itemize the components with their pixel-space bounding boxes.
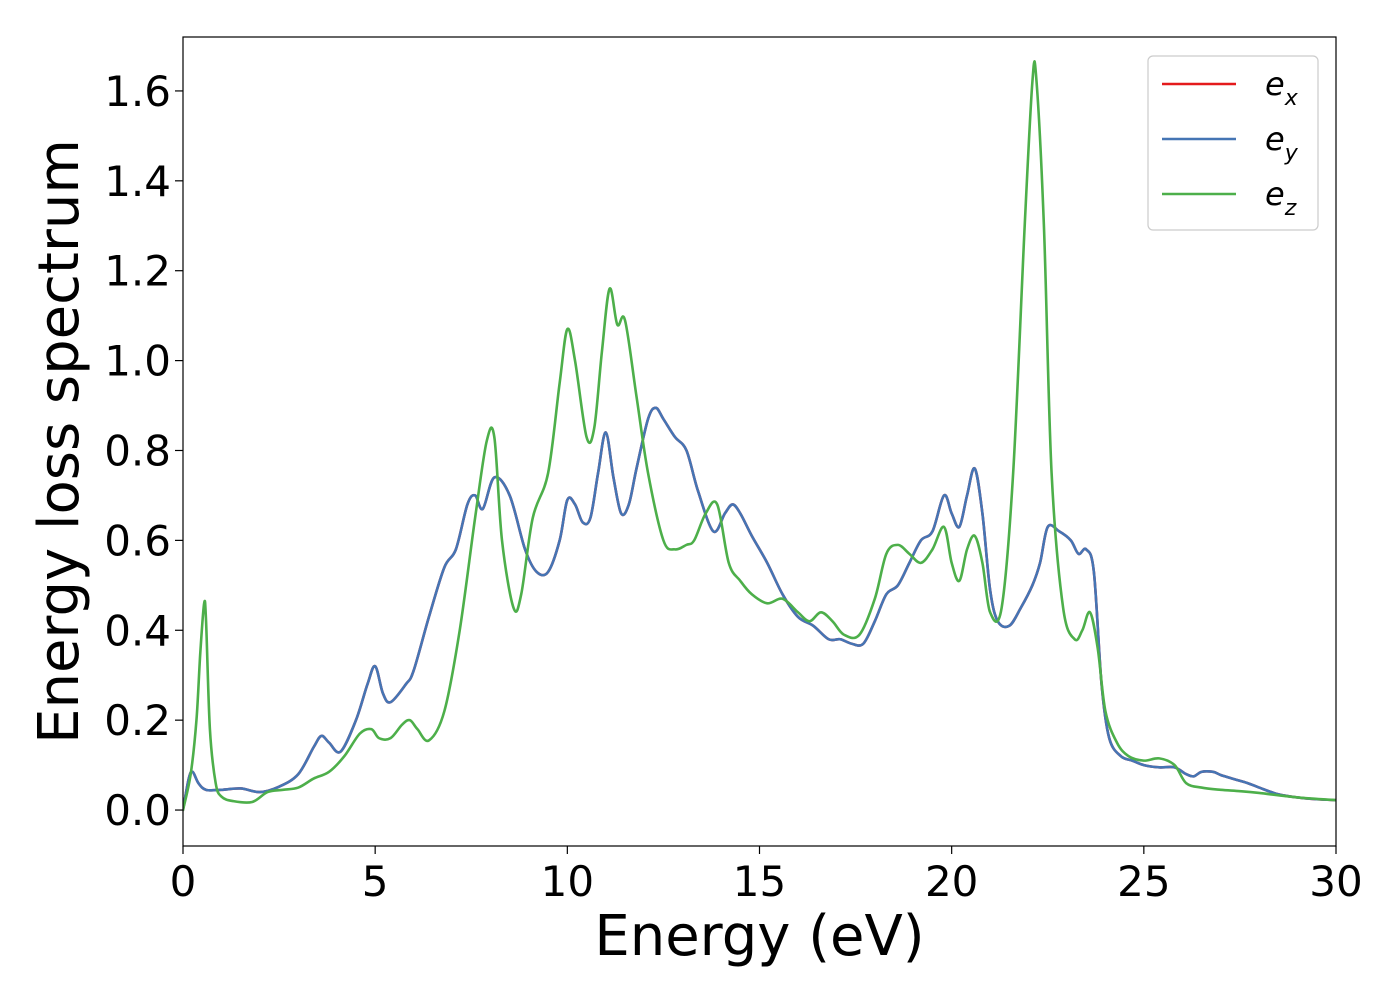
legend-label-subscript: y [1284, 141, 1299, 166]
y-tick-label: 0.4 [104, 606, 171, 655]
legend-label: ey [1265, 120, 1299, 166]
x-tick-label: 20 [925, 857, 978, 906]
x-tick-label: 25 [1117, 857, 1170, 906]
y-axis: 0.0 0.2 0.4 0.6 0.8 1.0 1.2 1.4 1.6 [104, 67, 183, 835]
x-tick-label: 10 [541, 857, 594, 906]
legend-label-base: e [1265, 120, 1285, 158]
series-layer [183, 60, 1336, 812]
x-tick-label: 5 [362, 857, 389, 906]
x-axis-title: Energy (eV) [594, 904, 924, 969]
x-axis: 0 5 10 15 20 25 30 [170, 846, 1363, 906]
y-tick-label: 1.0 [104, 337, 171, 386]
y-axis-title: Energy loss spectrum [27, 139, 92, 744]
series-line-ez [183, 60, 1336, 812]
y-tick-label: 0.8 [104, 426, 171, 475]
legend-item-ez: ez [1162, 175, 1297, 221]
y-tick-label: 0.2 [104, 696, 171, 745]
x-tick-label: 30 [1309, 857, 1362, 906]
x-tick-label: 15 [733, 857, 786, 906]
legend-label: ez [1265, 175, 1297, 221]
legend-item-ey: ey [1162, 120, 1299, 166]
y-tick-label: 1.6 [104, 67, 171, 116]
legend-box [1147, 55, 1319, 231]
legend-label-subscript: z [1284, 196, 1297, 221]
y-tick-label: 0.0 [104, 786, 171, 835]
legend-label-base: e [1265, 175, 1285, 213]
y-tick-label: 0.6 [104, 516, 171, 565]
legend-label-base: e [1265, 65, 1285, 103]
series-line-ey [183, 406, 1336, 812]
x-tick-label: 0 [170, 857, 197, 906]
y-tick-label: 1.2 [104, 247, 171, 296]
legend-label-subscript: x [1284, 86, 1299, 111]
legend-item-ex: ex [1162, 65, 1299, 111]
legend-label: ex [1265, 65, 1299, 111]
y-tick-label: 1.4 [104, 157, 171, 206]
